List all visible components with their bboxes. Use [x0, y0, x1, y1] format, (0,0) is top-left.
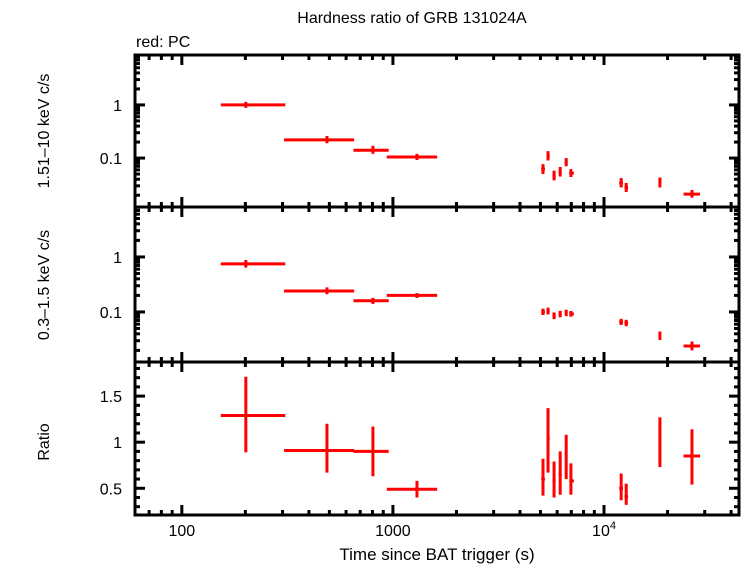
x-tick-label: 100: [168, 523, 195, 540]
y-tick-label: 1: [113, 250, 122, 267]
y-axis-label-ratio: Ratio: [36, 423, 53, 460]
y-tick-label: 0.1: [100, 151, 122, 168]
legend-note: red: PC: [136, 34, 190, 51]
chart-title: Hardness ratio of GRB 131024A: [297, 10, 527, 27]
panel-frame-ratio: [133, 360, 741, 517]
x-axis-label: Time since BAT trigger (s): [339, 545, 534, 564]
panel-frame-hard: [133, 53, 741, 209]
y-axis-label-hard: 1.51–10 keV c/s: [36, 74, 53, 189]
y-tick-label: 1.5: [100, 389, 122, 406]
y-tick-label: 0.1: [100, 305, 122, 322]
y-tick-label: 1: [113, 435, 122, 452]
x-tick-label: 104: [592, 520, 616, 540]
y-axis-label-soft: 0.3–1.5 keV c/s: [36, 230, 53, 340]
y-tick-label: 0.5: [100, 481, 122, 498]
panel-frame-soft: [133, 205, 741, 364]
y-tick-label: 1: [113, 98, 122, 115]
x-tick-label: 1000: [375, 523, 411, 540]
